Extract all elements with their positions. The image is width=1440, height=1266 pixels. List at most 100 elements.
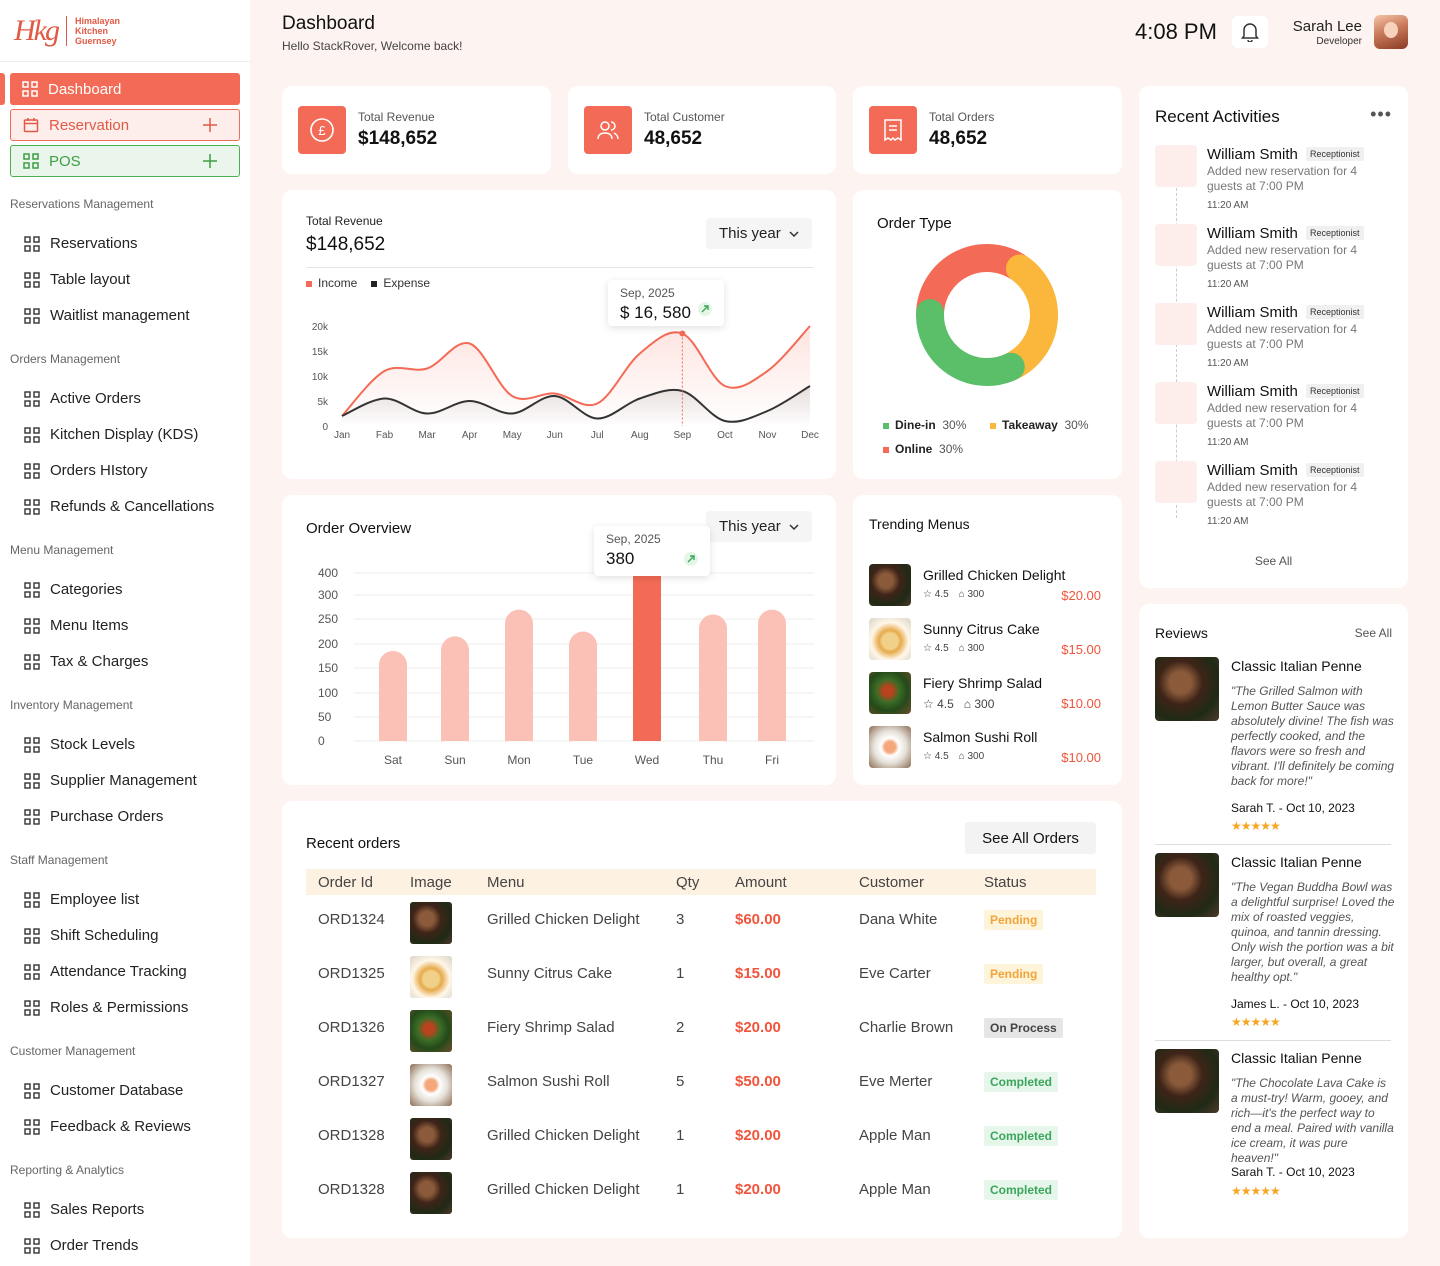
column-header[interactable]: Status [984,874,1027,891]
table-row[interactable]: ORD1327 Salmon Sushi Roll 5 $50.00 Eve M… [306,1059,1096,1113]
bar-mon [505,609,533,741]
status-badge: Pending [984,910,1044,930]
sidebar-item-attendance[interactable]: Attendance Tracking [24,963,187,980]
tooltip-value: 380 [606,549,635,568]
stat-value: 48,652 [644,128,703,149]
see-all-reviews-link[interactable]: See All [1354,626,1392,640]
plus-icon[interactable] [203,154,217,168]
order-qty: 2 [676,1019,685,1036]
order-bar-chart: 0 50 100 150 200 250 300 400 Sat Sun Mon Tue Wed Thu F… [318,553,814,767]
recent-orders-title: Recent orders [306,835,401,852]
column-header[interactable]: Order Id [318,874,374,891]
sidebar-item-refunds[interactable]: Refunds & Cancellations [24,498,214,515]
star-icon: ☆ 4.5 [923,697,954,711]
table-row[interactable]: ORD1324 Grilled Chicken Delight 3 $60.00… [306,897,1096,951]
legend-label: Expense [383,276,431,290]
sidebar-item-suppliers[interactable]: Supplier Management [24,772,197,789]
column-header[interactable]: Menu [487,874,525,891]
sidebar-item-menu-items[interactable]: Menu Items [24,617,128,634]
see-all-activities-link[interactable]: See All [1254,554,1293,568]
column-header[interactable]: Qty [676,874,700,891]
trending-item[interactable]: Sunny Citrus Cake ☆ 4.5 ⌂ 300 $15.00 [869,618,1105,662]
order-id: ORD1326 [318,1019,385,1036]
activity-user[interactable]: William Smith [1207,462,1298,479]
see-all-orders-button[interactable]: See All Orders [965,822,1096,854]
activity-text: Added new reservation for 4 guests at 7:… [1207,322,1358,351]
trend-up-icon [698,302,712,316]
activity-text: Added new reservation for 4 guests at 7:… [1207,480,1358,509]
sidebar-item-customer-db[interactable]: Customer Database [24,1082,183,1099]
avatar[interactable] [1374,15,1408,49]
order-menu: Grilled Chicken Delight [487,1181,640,1198]
column-header[interactable]: Amount [735,874,787,891]
sidebar-item-kds[interactable]: Kitchen Display (KDS) [24,426,198,443]
x-tick-label: May [503,430,522,441]
activity-user[interactable]: William Smith [1207,146,1298,163]
sidebar-item-waitlist[interactable]: Waitlist management [24,307,190,324]
column-header[interactable]: Customer [859,874,925,891]
table-row[interactable]: ORD1328 Grilled Chicken Delight 1 $20.00… [306,1167,1096,1221]
sidebar-item-employee-list[interactable]: Employee list [24,891,139,908]
activity-time: 11:20 AM [1207,437,1249,448]
sidebar-item-feedback[interactable]: Feedback & Reviews [24,1118,191,1135]
user-name[interactable]: Sarah Lee [1292,18,1362,35]
table-row[interactable]: ORD1325 Sunny Citrus Cake 1 $15.00 Eve C… [306,951,1096,1005]
rating-stars: ★★★★★ [1231,1184,1281,1198]
sidebar-item-tax-charges[interactable]: Tax & Charges [24,653,148,670]
plus-icon[interactable] [203,118,217,132]
revenue-period-select[interactable]: This year [706,218,812,249]
column-header[interactable]: Image [410,874,452,891]
sidebar-item-sales-reports[interactable]: Sales Reports [24,1201,144,1218]
calendar-icon [23,118,39,133]
active-indicator [0,73,5,105]
trending-item[interactable]: Grilled Chicken Delight ☆ 4.5 ⌂ 300 $20.0… [869,564,1105,608]
sidebar-item-reservation[interactable]: Reservation [10,109,240,141]
status-badge: Completed [984,1180,1059,1200]
stat-card-customers: Total Customer 48,652 [568,86,836,174]
table-row[interactable]: ORD1326 Fiery Shrimp Salad 2 $20.00 Char… [306,1005,1096,1059]
trending-item[interactable]: Salmon Sushi Roll ☆ 4.5 ⌂ 300 $10.00 [869,726,1105,770]
overview-period-select[interactable]: This year [706,511,812,542]
bar-sat [379,650,407,741]
x-tick-label: Thu [703,753,724,767]
sidebar-item-purchase-orders[interactable]: Purchase Orders [24,808,163,825]
brand-logo[interactable]: Hkg Himalayan Kitchen Guernsey [0,0,250,62]
star-icon: ☆ 4.5 [923,751,949,762]
activity-user[interactable]: William Smith [1207,383,1298,400]
x-tick-label: Jun [547,430,563,441]
sidebar-item-pos[interactable]: POS [10,145,240,177]
sidebar-item-order-trends[interactable]: Order Trends [24,1237,138,1254]
legend-swatch [883,422,889,429]
sidebar-item-categories[interactable]: Categories [24,581,123,598]
y-tick-label: 150 [318,661,338,675]
sidebar-item-label: Feedback & Reviews [50,1118,191,1135]
y-tick-label: 400 [318,566,338,580]
sidebar-item-label: Refunds & Cancellations [50,498,215,515]
legend-label: Dine-in [895,418,936,432]
sidebar-item-orders-history[interactable]: Orders HIstory [24,462,148,479]
notifications-button[interactable] [1232,16,1268,48]
activity-user[interactable]: William Smith [1207,304,1298,321]
users-icon [584,106,632,154]
grid-icon [24,1201,40,1218]
sidebar-item-table-layout[interactable]: Table layout [24,271,130,288]
x-tick-label: Wed [635,753,659,767]
sidebar-item-roles[interactable]: Roles & Permissions [24,999,188,1016]
order-image [410,1118,452,1160]
review-image [1155,853,1219,917]
more-options-icon[interactable]: ••• [1370,104,1392,124]
grid-icon [24,1237,40,1254]
sidebar-item-active-orders[interactable]: Active Orders [24,390,141,407]
sidebar-item-dashboard[interactable]: Dashboard [10,73,240,105]
role-badge: Receptionist [1306,305,1364,319]
stat-label: Total Customer [644,110,725,124]
sidebar-item-shift-scheduling[interactable]: Shift Scheduling [24,927,158,944]
trending-item[interactable]: Fiery Shrimp Salad ☆ 4.5 ⌂ 300 $10.00 [869,672,1105,716]
bell-icon [1241,23,1259,42]
sidebar-item-reservations[interactable]: Reservations [24,235,138,252]
menu-orders: 300 [967,643,985,654]
table-row[interactable]: ORD1328 Grilled Chicken Delight 1 $20.00… [306,1113,1096,1167]
sidebar-item-stock-levels[interactable]: Stock Levels [24,736,135,753]
activity-user[interactable]: William Smith [1207,225,1298,242]
role-badge: Receptionist [1306,226,1364,240]
